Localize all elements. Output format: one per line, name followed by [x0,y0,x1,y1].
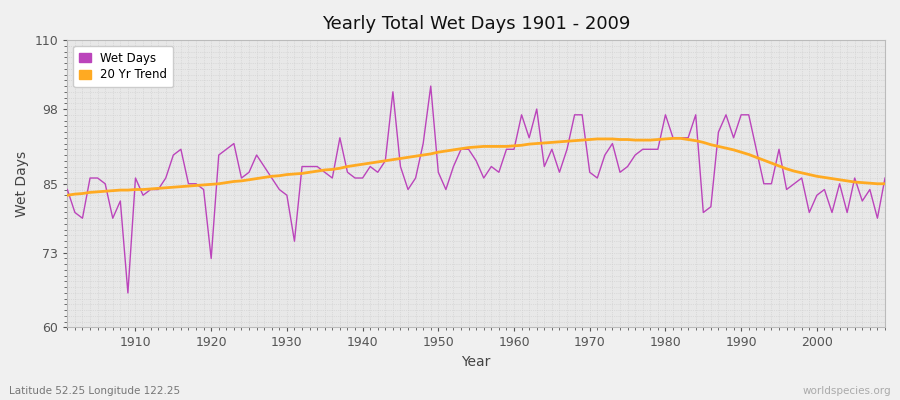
Title: Yearly Total Wet Days 1901 - 2009: Yearly Total Wet Days 1901 - 2009 [322,15,630,33]
Y-axis label: Wet Days: Wet Days [15,151,29,217]
X-axis label: Year: Year [462,355,490,369]
Legend: Wet Days, 20 Yr Trend: Wet Days, 20 Yr Trend [73,46,174,87]
Text: worldspecies.org: worldspecies.org [803,386,891,396]
Text: Latitude 52.25 Longitude 122.25: Latitude 52.25 Longitude 122.25 [9,386,180,396]
